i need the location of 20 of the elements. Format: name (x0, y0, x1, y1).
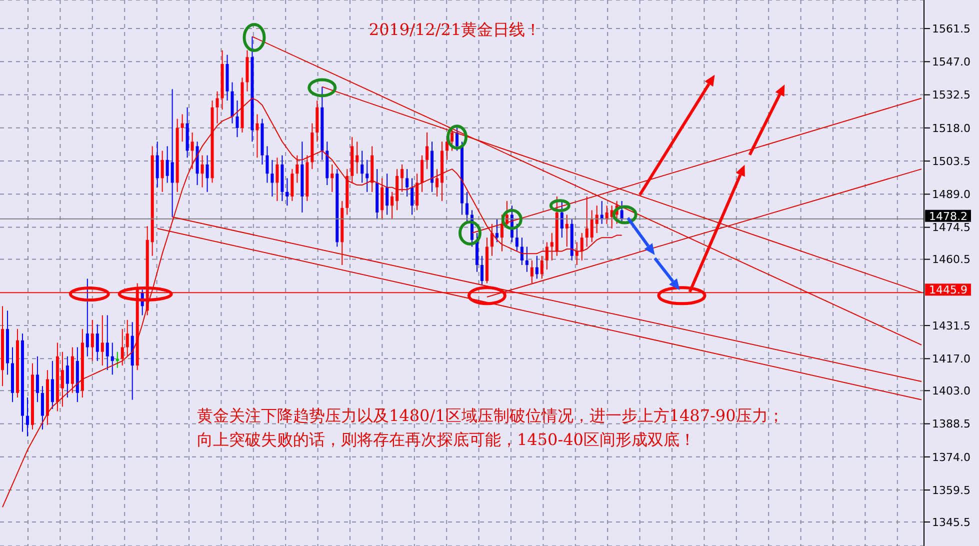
y-tick-label: 1561.5 (932, 22, 970, 36)
y-tick-label: 1359.5 (932, 484, 970, 497)
ref-line-label: 1478.2 (929, 210, 968, 223)
y-tick-label: 1417.0 (932, 352, 970, 366)
annotation: 黄金关注下降趋势压力以及1480/1区域压制破位情况，进一步上方1487-90压力； (197, 405, 784, 427)
y-tick-label: 1374.0 (932, 450, 970, 464)
ref-line-label: 1445.9 (929, 284, 968, 297)
y-tick-label: 1503.5 (932, 154, 970, 168)
annotation: 向上突破失败的话，则将存在再次探底可能，1450-40区间形成双底！ (197, 429, 696, 451)
y-tick-label: 1345.5 (932, 516, 970, 529)
y-tick-label: 1532.5 (932, 88, 970, 102)
text: 2019/12/21黄金日线！ (368, 20, 542, 41)
y-tick-label: 1474.5 (932, 221, 970, 234)
y-tick-label: 1518.0 (932, 122, 970, 135)
y-tick-label: 1460.5 (932, 253, 970, 266)
y-tick-label: 1431.5 (932, 319, 970, 332)
y-tick-label: 1547.0 (932, 56, 970, 69)
y-tick-label: 1388.5 (932, 418, 970, 431)
y-tick-label: 1403.0 (932, 384, 970, 398)
y-tick-label: 1489.0 (932, 188, 970, 202)
